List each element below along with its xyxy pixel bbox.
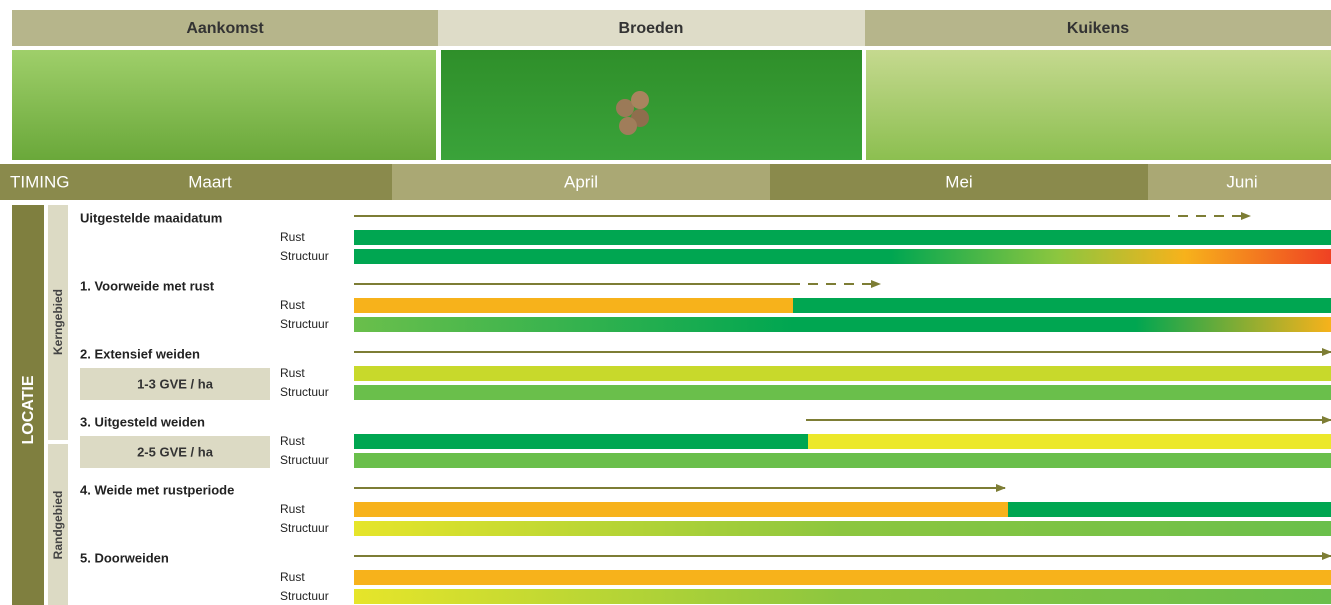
phase-label: Kuikens (1067, 20, 1129, 37)
group-label: Randgebied (51, 491, 65, 560)
egg (619, 117, 637, 135)
phase-label: Aankomst (186, 20, 264, 37)
rust-bar (354, 366, 1331, 381)
rust-bar (354, 230, 1331, 245)
structuur-label: Structuur (280, 385, 329, 399)
structuur-label: Structuur (280, 453, 329, 467)
photo (866, 50, 1331, 160)
row-title: 2. Extensief weiden (80, 346, 200, 361)
phase-label: Broeden (619, 20, 684, 37)
photo (12, 50, 436, 160)
structuur-label: Structuur (280, 521, 329, 535)
row-title: 5. Doorweiden (80, 550, 169, 565)
rust-label: Rust (280, 434, 305, 448)
structuur-bar (354, 385, 1331, 400)
note: 1-3 GVE / ha (137, 376, 214, 391)
month-label: Maart (188, 172, 232, 191)
structuur-bar (354, 317, 1331, 332)
rust-label: Rust (280, 298, 305, 312)
group-label: Kerngebied (51, 289, 65, 355)
structuur-label: Structuur (280, 589, 329, 603)
structuur-label: Structuur (280, 317, 329, 331)
photo (441, 50, 862, 160)
row-title: 1. Voorweide met rust (80, 278, 215, 293)
side-label: LOCATIE (20, 375, 37, 444)
rust-bar (354, 434, 808, 449)
structuur-bar (354, 589, 1331, 604)
structuur-bar (354, 249, 1331, 264)
structuur-bar (354, 453, 1331, 468)
row-title: Uitgestelde maaidatum (80, 210, 222, 225)
diagram: Aankomst Broeden Kuikens TIMING Maart Ap… (0, 0, 1331, 605)
rust-bar (354, 502, 1008, 517)
month-label: Juni (1226, 172, 1257, 191)
row-title: 3. Uitgesteld weiden (80, 414, 205, 429)
rust-label: Rust (280, 230, 305, 244)
egg (631, 91, 649, 109)
month-label: Mei (945, 172, 972, 191)
rust-bar (354, 298, 793, 313)
rust-label: Rust (280, 366, 305, 380)
note: 2-5 GVE / ha (137, 444, 214, 459)
timing-label: TIMING (10, 172, 70, 191)
rust-bar (354, 570, 1331, 585)
structuur-bar (354, 521, 1331, 536)
rust-bar (793, 298, 1331, 313)
rust-label: Rust (280, 502, 305, 516)
row-title: 4. Weide met rustperiode (80, 482, 234, 497)
rust-bar (1008, 502, 1331, 517)
structuur-label: Structuur (280, 249, 329, 263)
rust-bar (808, 434, 1331, 449)
month-label: April (564, 172, 598, 191)
rust-label: Rust (280, 570, 305, 584)
